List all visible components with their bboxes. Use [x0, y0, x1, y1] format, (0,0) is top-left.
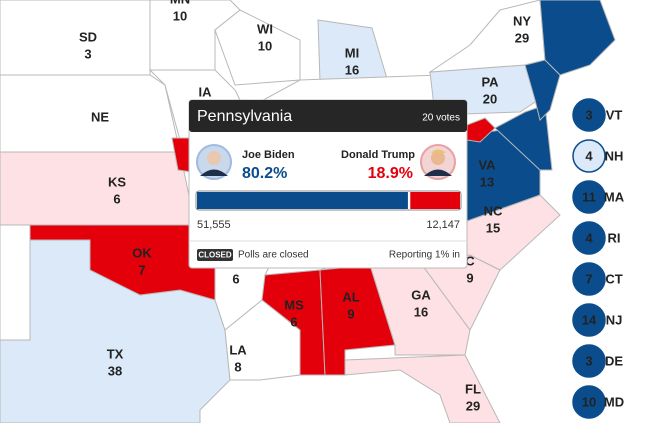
state-votes: 7 — [138, 262, 145, 277]
state-labels: MN 10 SD 3 WI 10 NY 29 MI 16 PA 20 IA NE KS 6 VA 13 NC 15 OK… — [79, 0, 531, 413]
state-abbr: GA — [411, 287, 431, 302]
state-abbr: TX — [107, 346, 124, 361]
small-state-badge[interactable] — [572, 180, 606, 214]
small-state-votes: 4 — [585, 148, 593, 163]
status-text: Polls are closed — [238, 250, 309, 261]
tooltip: Pennsylvania 20 votes Joe Biden 80.2% Do… — [188, 99, 468, 269]
state-votes: 10 — [258, 38, 272, 53]
state-votes: 6 — [232, 271, 239, 286]
state-fl[interactable] — [344, 354, 501, 423]
state-abbr: VA — [478, 157, 496, 172]
small-state-badge[interactable] — [572, 344, 606, 378]
vote-bar — [197, 192, 460, 209]
small-state-votes: 7 — [585, 271, 592, 286]
tooltip-header — [189, 100, 467, 132]
small-state-abbr: VT — [606, 107, 623, 122]
candidate-votes: 51,555 — [197, 219, 231, 231]
candidate-photo-face — [207, 151, 221, 165]
state-votes: 15 — [486, 220, 500, 235]
small-state-badge[interactable] — [572, 221, 606, 255]
tooltip-title: Pennsylvania — [197, 108, 292, 125]
vote-bar-segment — [410, 192, 460, 209]
small-state-abbr: MA — [604, 189, 625, 204]
state-abbr: NE — [91, 109, 109, 124]
state-ne[interactable] — [0, 74, 181, 153]
small-state-votes: 10 — [582, 394, 596, 409]
status-badge-text: CLOSED — [198, 251, 232, 260]
tooltip-votes: 20 votes — [422, 113, 460, 124]
status-badge — [197, 249, 233, 261]
state-votes: 8 — [234, 359, 241, 374]
candidate-percent: 18.9% — [368, 165, 413, 182]
vote-bar-segment — [197, 192, 408, 209]
state-md[interactable] — [494, 104, 553, 171]
state-abbr: WI — [257, 21, 273, 36]
small-state-abbr: CT — [605, 271, 622, 286]
candidate-votes: 12,147 — [426, 219, 460, 231]
candidate-name: Donald Trump — [341, 149, 415, 161]
state-ks[interactable] — [0, 151, 196, 226]
state-votes: 9 — [347, 306, 354, 321]
state-votes: 20 — [483, 91, 497, 106]
small-state-votes: 3 — [585, 353, 592, 368]
candidate-name: Joe Biden — [242, 149, 295, 161]
small-state-abbr: DE — [605, 353, 623, 368]
state-abbr: LA — [229, 342, 247, 357]
state-nm[interactable] — [0, 224, 31, 341]
small-state-badge[interactable] — [572, 303, 606, 337]
state-votes: 13 — [480, 174, 494, 189]
small-state-abbr: MD — [604, 394, 624, 409]
small-state-badge[interactable] — [572, 139, 606, 173]
state-abbr: KS — [108, 174, 126, 189]
small-state-votes: 11 — [582, 189, 596, 204]
candidate-percent: 80.2% — [242, 165, 287, 182]
state-votes: 29 — [466, 398, 480, 413]
state-abbr: NC — [484, 203, 503, 218]
state-votes: 29 — [515, 30, 529, 45]
state-abbr: PA — [481, 74, 499, 89]
state-votes: 16 — [345, 62, 359, 77]
state-abbr: MN — [170, 0, 190, 6]
small-state-abbr: NH — [605, 148, 624, 163]
small-state-badge[interactable] — [572, 98, 606, 132]
small-state-list: 3 VT 4 NH 11 MA 4 RI 7 CT 14 NJ 3 DE 10 MD — [572, 98, 625, 419]
state-nj[interactable] — [524, 59, 561, 121]
state-abbr: MS — [284, 297, 304, 312]
state-votes: 6 — [290, 314, 297, 329]
candidate-photo-face — [431, 151, 445, 165]
state-votes: 16 — [414, 304, 428, 319]
state-votes: 3 — [84, 46, 91, 61]
state-abbr: C — [465, 253, 475, 268]
state-votes: 10 — [173, 8, 187, 23]
reporting-text: Reporting 1% in — [389, 250, 460, 261]
state-votes: 6 — [113, 191, 120, 206]
state-abbr: MI — [345, 45, 359, 60]
candidate-photo-suit — [200, 169, 228, 176]
small-state-votes: 14 — [582, 312, 597, 327]
candidate-photo-hair — [431, 149, 446, 153]
small-state-votes: 3 — [585, 107, 592, 122]
candidate-photo-suit — [424, 169, 452, 176]
small-state-abbr: NJ — [606, 312, 623, 327]
state-abbr: SD — [79, 29, 97, 44]
small-state-badge[interactable] — [572, 385, 606, 419]
small-state-badge[interactable] — [572, 262, 606, 296]
state-abbr: FL — [465, 381, 481, 396]
state-wi[interactable] — [214, 9, 301, 86]
small-state-votes: 4 — [585, 230, 593, 245]
state-votes: 38 — [108, 363, 122, 378]
state-abbr: NY — [513, 13, 531, 28]
state-abbr: OK — [132, 245, 152, 260]
state-sd[interactable] — [0, 0, 151, 76]
state-abbr: AL — [342, 289, 359, 304]
state-votes: 9 — [466, 270, 473, 285]
small-state-abbr: RI — [608, 230, 621, 245]
state-abbr: IA — [199, 84, 213, 99]
